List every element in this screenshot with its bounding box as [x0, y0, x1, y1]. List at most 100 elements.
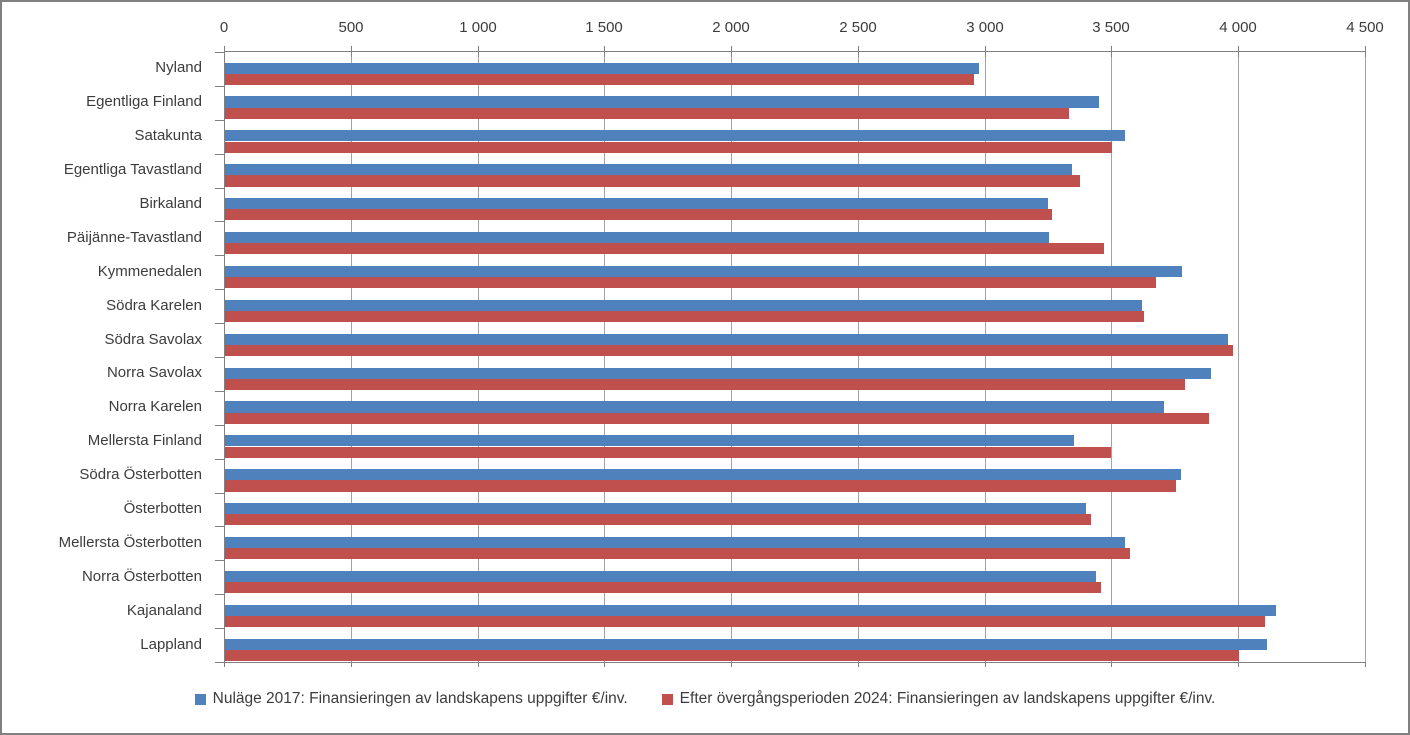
legend-label-nulage-2017: Nuläge 2017: Finansieringen av landskape… [212, 690, 628, 707]
x-axis-tick [731, 46, 732, 57]
y-axis-tick [215, 560, 224, 561]
x-axis-tick-bottom [224, 662, 225, 667]
bar-series-2017 [225, 299, 1142, 311]
category-label: Norra Savolax [106, 364, 202, 382]
category-label: Kymmenedalen [97, 262, 202, 280]
x-axis-tick [604, 46, 605, 57]
bar-series-2024 [225, 73, 975, 85]
y-axis-tick [215, 493, 224, 494]
x-axis-tick [985, 46, 986, 57]
x-tick-label: 0 [219, 19, 229, 36]
gridline [1238, 52, 1239, 662]
bar-series-2024 [225, 548, 1131, 560]
x-tick-label: 3 500 [1092, 19, 1130, 36]
bar-series-2017 [225, 570, 1096, 582]
plot-area [215, 46, 1366, 667]
gridline [985, 52, 986, 662]
category-label: Egentliga Finland [86, 93, 202, 111]
bar-series-2017 [225, 231, 1050, 244]
category-label: Satakunta [134, 127, 202, 145]
bar-series-2024 [225, 175, 1080, 187]
x-tick-label: 1 000 [459, 19, 497, 36]
bar-series-2024 [225, 209, 1052, 221]
gridline [604, 52, 605, 662]
bar-series-2017 [225, 503, 1086, 515]
bar-series-2024 [225, 141, 1113, 153]
gridline [858, 52, 859, 662]
bar-series-2024 [225, 615, 1265, 628]
gridline [731, 52, 732, 662]
bar-series-2017 [225, 130, 1126, 142]
category-labels: Nyland Egentliga Finland Satakunta Egentlig… [2, 51, 214, 661]
x-axis-tick-bottom [351, 662, 352, 667]
bar-series-2024 [225, 378, 1185, 390]
bar-series-2024 [225, 649, 1240, 661]
bar-series-2017 [225, 96, 1099, 108]
x-tick-label: 2 500 [839, 19, 877, 36]
bar-series-2017 [225, 638, 1268, 650]
bar-series-2024 [225, 412, 1209, 424]
category-label: Södra Österbotten [79, 466, 202, 484]
x-axis-tick [1365, 46, 1366, 57]
y-axis-tick [215, 357, 224, 358]
y-axis-tick [215, 662, 224, 663]
y-axis-tick [215, 594, 224, 595]
bar-series-2017 [225, 198, 1048, 210]
legend: Nuläge 2017: Finansieringen av landskape… [2, 690, 1408, 708]
bar-series-2024 [225, 107, 1070, 119]
y-axis-tick [215, 628, 224, 629]
category-label: Egentliga Tavastland [63, 161, 202, 179]
bar-series-2024 [225, 344, 1233, 356]
category-label: Mellersta Österbotten [58, 533, 202, 551]
x-axis-tick [351, 46, 352, 57]
bar-series-2024 [225, 243, 1104, 255]
bar-series-2017 [225, 164, 1072, 176]
x-tick-label: 4 500 [1346, 19, 1384, 36]
bar-series-2017 [225, 62, 980, 74]
gridline [1111, 52, 1112, 662]
category-label: Norra Karelen [108, 398, 202, 416]
category-label: Kajanaland [126, 601, 202, 619]
y-axis-tick [215, 526, 224, 527]
y-axis-tick [215, 188, 224, 189]
bar-series-2017 [225, 604, 1276, 616]
y-axis-tick [215, 289, 224, 290]
legend-swatch-red [661, 694, 673, 705]
y-axis-line [224, 52, 225, 662]
y-axis-tick [215, 425, 224, 426]
x-axis-tick [478, 46, 479, 57]
x-axis-tick [224, 46, 225, 57]
bar-series-2024 [225, 582, 1101, 594]
x-tick-label: 3 000 [966, 19, 1004, 36]
category-label: Södra Savolax [104, 330, 202, 348]
gridline [478, 52, 479, 662]
bar-series-2024 [225, 277, 1156, 289]
x-axis-tick [1111, 46, 1112, 57]
y-axis-tick [215, 52, 224, 53]
bar-series-2017 [225, 401, 1165, 413]
x-axis-tick [858, 46, 859, 57]
y-axis-tick [215, 323, 224, 324]
category-label: Österbotten [123, 500, 202, 518]
legend-item-nulage-2017: Nuläge 2017: Finansieringen av landskape… [194, 690, 628, 708]
gridline [351, 52, 352, 662]
y-axis-tick [215, 120, 224, 121]
category-label: Päijänne-Tavastland [66, 228, 202, 246]
x-axis-tick-bottom [985, 662, 986, 667]
x-axis-tick-bottom [1111, 662, 1112, 667]
bar-series-2017 [225, 333, 1228, 345]
x-axis-tick-bottom [604, 662, 605, 667]
x-axis-tick-bottom [858, 662, 859, 667]
bar-series-2017 [225, 265, 1183, 277]
legend-swatch-blue [194, 694, 206, 705]
bar-series-2024 [225, 514, 1091, 526]
x-axis-tick-bottom [731, 662, 732, 667]
bar-series-2017 [225, 536, 1126, 549]
category-label: Södra Karelen [106, 296, 202, 314]
legend-item-efter-2024: Efter övergångsperioden 2024: Finansieri… [661, 690, 1215, 708]
gridline [1365, 52, 1366, 662]
y-axis-tick [215, 86, 224, 87]
bar-series-2024 [225, 480, 1176, 492]
category-label: Norra Österbotten [81, 567, 202, 585]
